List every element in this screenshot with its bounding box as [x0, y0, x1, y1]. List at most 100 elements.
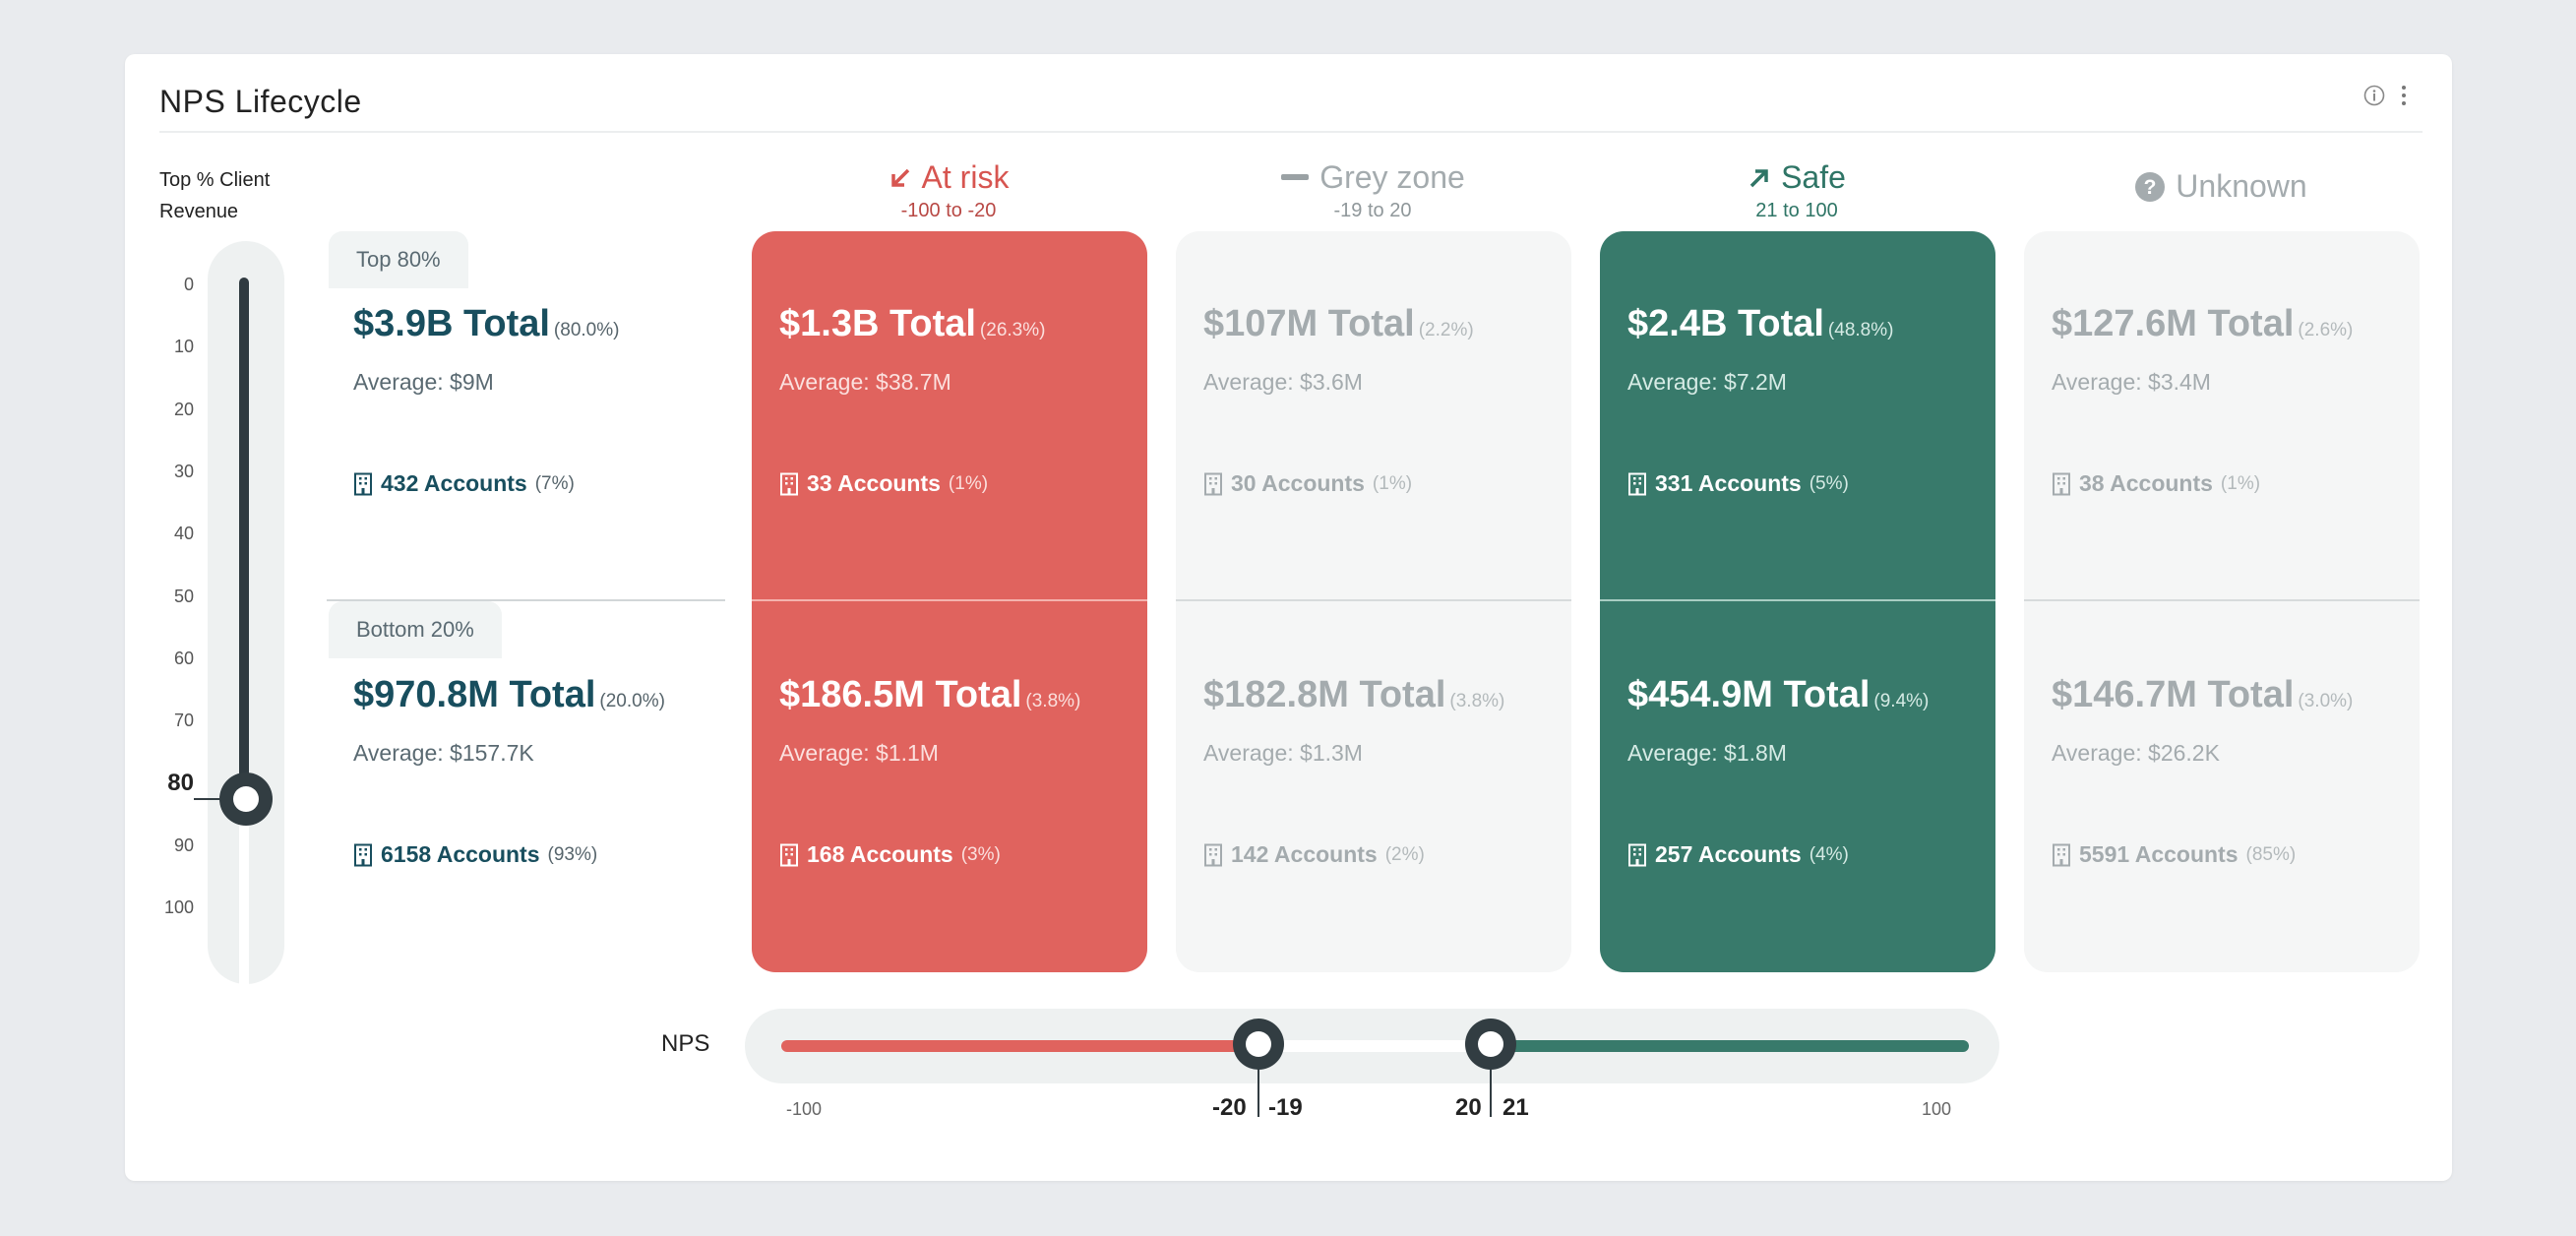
column-split [1176, 599, 1571, 601]
cell-at-risk-bottom[interactable]: $186.5M Total (3.8%) Average: $1.1M 168 A… [779, 674, 1080, 868]
cell-unknown-top[interactable]: $127.6M Total (2.6%) Average: $3.4M 38 Ac… [2052, 303, 2353, 497]
arrow-down-left-icon [890, 168, 909, 187]
column-range-grey-zone: -19 to 20 [1333, 200, 1412, 221]
cell-accounts-pct: (5%) [1809, 472, 1849, 494]
building-icon [1204, 843, 1222, 866]
y-axis-tick: 100 [163, 897, 194, 917]
column-unknown[interactable]: $127.6M Total (2.6%) Average: $3.4M 38 Ac… [2024, 231, 2420, 972]
building-icon [2053, 843, 2070, 866]
top-band-accounts: 432 Accounts (7%) [353, 470, 619, 497]
cell-accounts: 331 Accounts [1655, 470, 1802, 496]
cell-unknown-bottom[interactable]: $146.7M Total (3.0%) Average: $26.2K 5591… [2052, 674, 2353, 868]
bottom-band-total: $970.8M Total (20.0%) [353, 674, 665, 715]
y-axis-tick: 80 [167, 770, 194, 797]
y-axis-tick: 50 [173, 586, 194, 606]
nps-low-marker [1257, 1068, 1259, 1117]
more-vertical-icon[interactable] [2399, 84, 2409, 107]
nps-high-marker [1490, 1068, 1492, 1117]
building-icon [354, 843, 372, 866]
nps-high-handle[interactable] [1465, 1019, 1516, 1070]
title-divider [159, 131, 2423, 133]
svg-text:?: ? [2144, 176, 2157, 199]
cell-accounts: 257 Accounts [1655, 841, 1802, 867]
cell-average: Average: $3.4M [2052, 369, 2211, 395]
revenue-slider-handle[interactable] [219, 772, 273, 826]
column-title-at-risk: At risk [921, 159, 1010, 195]
cell-total-pct: (2.2%) [1418, 320, 1474, 340]
y-axis-tick: 40 [173, 524, 194, 544]
minus-icon [1281, 173, 1310, 180]
y-axis-tick: 20 [173, 399, 194, 419]
cell-accounts-pct: (2%) [1384, 843, 1425, 865]
revenue-slider-marker [194, 798, 221, 800]
cell-accounts: 30 Accounts [1231, 470, 1365, 496]
nps-high-next-value: 21 [1503, 1094, 1529, 1121]
y-axis-tick: 10 [173, 337, 194, 357]
nps-low-value: -20 [1212, 1094, 1247, 1121]
info-icon[interactable] [2363, 85, 2385, 106]
band-divider [327, 599, 725, 601]
nps-low-next-value: -19 [1268, 1094, 1303, 1121]
bottom-band-average: Average: $157.7K [353, 740, 534, 766]
cell-accounts-pct: (1%) [2220, 472, 2261, 494]
column-range-at-risk: -100 to -20 [900, 200, 997, 221]
cell-accounts: 5591 Accounts [2079, 841, 2239, 867]
column-header-unknown: ? Unknown [2024, 168, 2418, 205]
cell-total-pct: (48.8%) [1827, 320, 1894, 340]
column-safe[interactable]: $2.4B Total (48.8%) Average: $7.2M 331 Ac… [1600, 231, 1995, 972]
bottom-band-accounts: 6158 Accounts (93%) [353, 841, 665, 868]
column-at-risk[interactable]: $1.3B Total (26.3%) Average: $38.7M 33 Ac… [752, 231, 1147, 972]
cell-accounts-pct: (1%) [948, 472, 989, 494]
column-split [2024, 599, 2420, 601]
y-axis-tick: 30 [173, 461, 194, 481]
cell-total-pct: (3.8%) [1025, 691, 1081, 711]
nps-slider-at-risk-range [781, 1040, 1258, 1052]
building-icon [1204, 472, 1222, 495]
cell-total: $1.3B Total [779, 303, 976, 344]
revenue-slider-rest [239, 798, 249, 998]
cell-safe-top[interactable]: $2.4B Total (48.8%) Average: $7.2M 331 Ac… [1627, 303, 1893, 497]
cell-average: Average: $7.2M [1627, 369, 1787, 395]
y-axis-label-line2: Revenue [159, 201, 239, 222]
building-icon [2053, 472, 2070, 495]
cell-accounts: 38 Accounts [2079, 470, 2213, 496]
cell-total: $107M Total [1203, 303, 1415, 344]
y-axis-tick: 90 [173, 834, 194, 855]
header-actions [2363, 84, 2409, 107]
cell-total: $454.9M Total [1627, 674, 1871, 715]
column-header-safe: Safe 21 to 100 [1600, 159, 1993, 222]
cell-average: Average: $26.2K [2052, 740, 2220, 766]
column-grey-zone[interactable]: $107M Total (2.2%) Average: $3.6M 30 Acco… [1176, 231, 1571, 972]
cell-total-pct: (3.0%) [2298, 691, 2354, 711]
column-title-unknown: Unknown [2176, 168, 2307, 204]
cell-total: $127.6M Total [2052, 303, 2295, 344]
column-split [752, 599, 1147, 601]
y-axis-label-line1: Top % Client [159, 169, 271, 191]
cell-safe-bottom[interactable]: $454.9M Total (9.4%) Average: $1.8M 257 A… [1627, 674, 1929, 868]
cell-at-risk-top[interactable]: $1.3B Total (26.3%) Average: $38.7M 33 Ac… [779, 303, 1045, 497]
cell-average: Average: $1.1M [779, 740, 939, 766]
cell-average: Average: $3.6M [1203, 369, 1363, 395]
arrow-up-right-icon [1749, 168, 1768, 187]
nps-low-handle[interactable] [1233, 1019, 1284, 1070]
cell-average: Average: $1.3M [1203, 740, 1363, 766]
top-band-average: Average: $9M [353, 369, 494, 395]
top-band-total: $3.9B Total (80.0%) [353, 303, 620, 344]
cell-total-pct: (3.8%) [1449, 691, 1505, 711]
nps-min-label: -100 [786, 1099, 823, 1119]
cell-total-pct: (2.6%) [2298, 320, 2354, 340]
y-axis-tick: 70 [173, 711, 194, 731]
y-axis-tick: 60 [173, 648, 194, 668]
column-range-safe: 21 to 100 [1755, 200, 1838, 221]
cell-grey-zone-top[interactable]: $107M Total (2.2%) Average: $3.6M 30 Acco… [1203, 303, 1474, 497]
bottom-band-summary: $970.8M Total (20.0%) Average: $157.7K 61… [353, 674, 665, 868]
cell-grey-zone-bottom[interactable]: $182.8M Total (3.8%) Average: $1.3M 142 A… [1203, 674, 1504, 868]
band-label-bottom: Bottom 20% [329, 601, 502, 658]
cell-total-pct: (26.3%) [979, 320, 1046, 340]
column-title-safe: Safe [1781, 159, 1846, 195]
column-split [1600, 599, 1995, 601]
cell-total: $186.5M Total [779, 674, 1022, 715]
nps-max-label: 100 [1922, 1099, 1952, 1119]
nps-slider-safe-range [1491, 1040, 1969, 1052]
cell-accounts-pct: (3%) [960, 843, 1001, 865]
